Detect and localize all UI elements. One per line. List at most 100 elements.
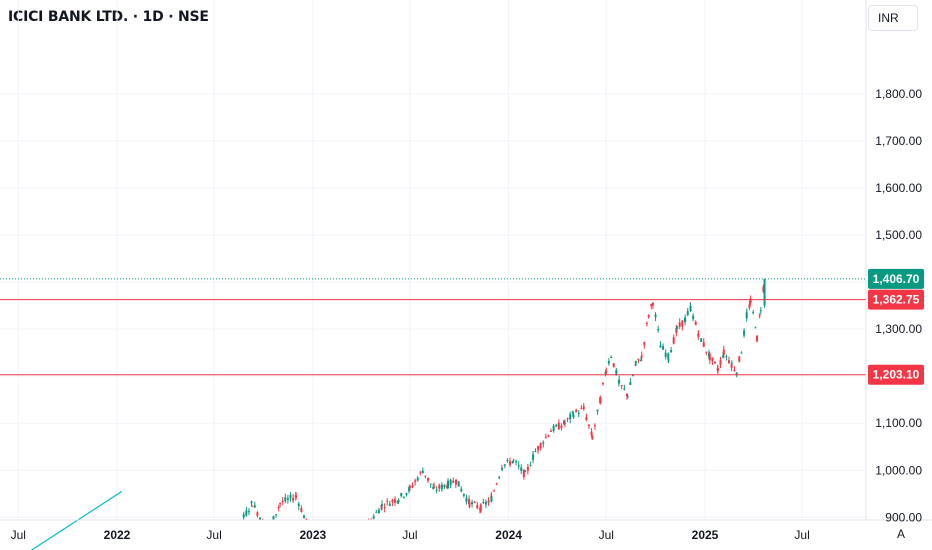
candle-body bbox=[657, 329, 660, 331]
candle-body bbox=[465, 497, 468, 502]
x-tick-label: Jul bbox=[11, 528, 26, 542]
candle-body bbox=[547, 435, 550, 437]
candle-body bbox=[524, 471, 527, 473]
candle-body bbox=[286, 498, 289, 500]
trendline-layer bbox=[18, 490, 123, 550]
candle-body bbox=[397, 500, 400, 502]
x-tick-label: 2022 bbox=[104, 528, 131, 542]
candle-body bbox=[375, 511, 378, 513]
candle-body bbox=[495, 483, 498, 485]
candle-body bbox=[512, 459, 515, 461]
x-tick-label: Jul bbox=[599, 528, 614, 542]
candle-body bbox=[509, 461, 512, 465]
candle-body bbox=[618, 379, 621, 384]
candle-body bbox=[678, 322, 681, 327]
candle-body bbox=[560, 425, 563, 428]
candle-body bbox=[522, 469, 525, 478]
candle-body bbox=[372, 516, 375, 519]
candle-body bbox=[672, 337, 675, 344]
candle-body bbox=[667, 359, 670, 361]
candle-body bbox=[468, 501, 471, 507]
candle-body bbox=[667, 353, 670, 360]
candle-body bbox=[391, 500, 394, 503]
candle-body bbox=[532, 454, 535, 460]
candle-body bbox=[462, 493, 465, 496]
candle-body bbox=[537, 446, 540, 451]
time-axis[interactable]: Jul 2022 Jul 2023 Jul 2024 Jul 2025 Jul bbox=[11, 528, 810, 542]
candle-body bbox=[580, 408, 583, 410]
currency-selector[interactable]: INR bbox=[868, 5, 918, 31]
candle-body bbox=[722, 349, 725, 355]
candle-body bbox=[639, 359, 642, 361]
candle-body bbox=[727, 360, 730, 363]
candle-body bbox=[284, 497, 287, 502]
candle-body bbox=[279, 502, 282, 504]
candle-body bbox=[416, 477, 419, 481]
candle-body bbox=[571, 411, 574, 414]
candle-body bbox=[670, 349, 673, 353]
x-tick-label: Jul bbox=[206, 528, 221, 542]
candle-body bbox=[529, 465, 532, 467]
candle-body bbox=[599, 397, 602, 404]
candle-body bbox=[686, 311, 689, 316]
candle-body bbox=[631, 374, 634, 376]
candle-body bbox=[585, 417, 588, 421]
candle-body bbox=[424, 475, 427, 477]
candle-body bbox=[577, 412, 580, 415]
candle-body bbox=[449, 479, 452, 486]
candle-body bbox=[544, 436, 547, 438]
candles-layer bbox=[242, 278, 766, 520]
candle-body bbox=[694, 321, 697, 325]
candle-body bbox=[752, 311, 755, 313]
candle-body bbox=[681, 320, 684, 327]
candle-body bbox=[471, 502, 474, 505]
candle-body bbox=[440, 484, 443, 490]
candle-body bbox=[408, 486, 411, 488]
candle-body bbox=[292, 497, 295, 501]
candle-body bbox=[702, 342, 705, 347]
candle-body bbox=[400, 492, 403, 497]
candle-body bbox=[501, 468, 504, 470]
candle-body bbox=[555, 424, 558, 427]
candle-body bbox=[590, 431, 593, 436]
candle-body bbox=[762, 286, 765, 292]
candle-body bbox=[623, 388, 626, 390]
candle-body bbox=[452, 480, 455, 483]
candle-body bbox=[247, 511, 250, 513]
x-tick-label: Jul bbox=[794, 528, 809, 542]
candle-body bbox=[730, 364, 733, 368]
candle-body bbox=[435, 489, 438, 491]
candle-body bbox=[429, 483, 432, 485]
candle-body bbox=[289, 494, 292, 499]
candle-body bbox=[662, 346, 665, 350]
candle-body bbox=[414, 480, 417, 482]
auto-scale-toggle[interactable]: A bbox=[897, 527, 906, 541]
candle-body bbox=[743, 330, 746, 336]
horizontal-levels bbox=[0, 278, 866, 376]
candle-body bbox=[520, 467, 523, 471]
candle-body bbox=[705, 351, 708, 353]
candle-body bbox=[708, 353, 711, 361]
candle-body bbox=[506, 459, 509, 461]
candle-body bbox=[305, 518, 308, 520]
y-tick-label: 1,000.00 bbox=[875, 463, 922, 477]
level-price-label: 1,362.75 bbox=[873, 293, 920, 307]
candle-body bbox=[664, 352, 667, 357]
candle-body bbox=[740, 352, 743, 354]
candle-body bbox=[659, 345, 662, 348]
candle-body bbox=[411, 485, 414, 488]
candle-body bbox=[302, 515, 305, 519]
candle-body bbox=[593, 425, 596, 427]
level-price-badge bbox=[868, 289, 924, 310]
candle-body bbox=[605, 370, 608, 373]
candle-body bbox=[596, 409, 599, 412]
candle-body bbox=[634, 361, 637, 364]
candle-body bbox=[396, 500, 399, 503]
candle-body bbox=[745, 312, 748, 314]
candle-body bbox=[242, 514, 245, 518]
candle-body bbox=[542, 442, 545, 444]
trendline[interactable] bbox=[18, 490, 123, 550]
candle-body bbox=[575, 409, 578, 413]
candle-body bbox=[460, 488, 463, 492]
